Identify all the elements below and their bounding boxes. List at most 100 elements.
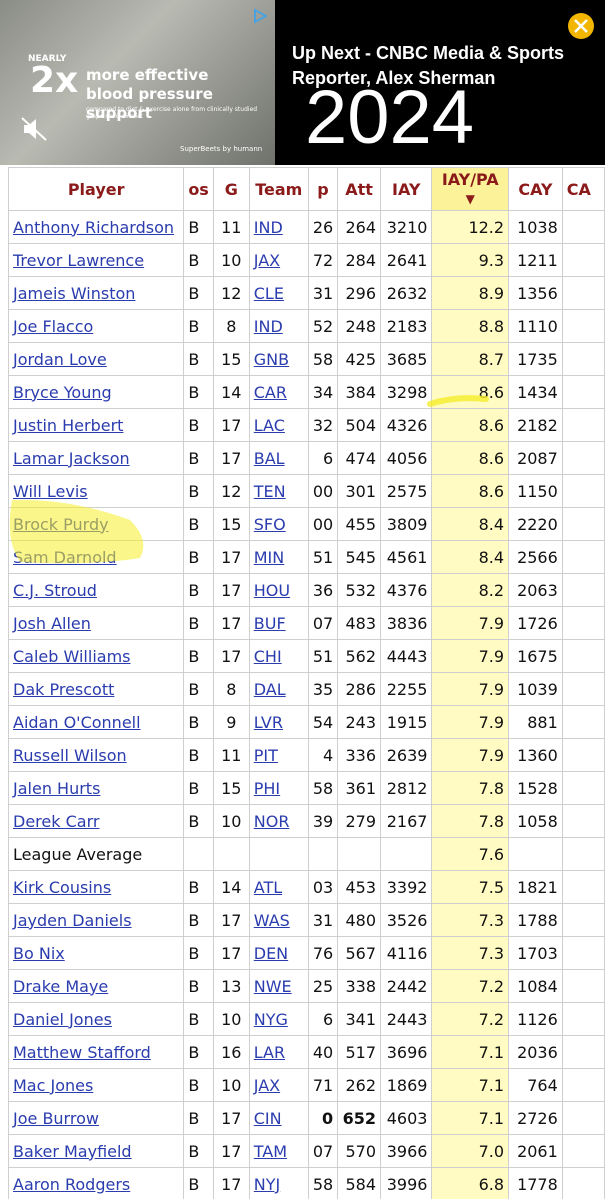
player-link[interactable]: Trevor Lawrence xyxy=(13,250,145,270)
team-link[interactable]: IND xyxy=(253,316,283,336)
player-link[interactable]: Bo Nix xyxy=(13,943,65,963)
player-link[interactable]: Kirk Cousins xyxy=(13,877,112,897)
team-link[interactable]: GNB xyxy=(253,349,290,369)
ad-image[interactable]: NEARLY 2x more effective blood pressure … xyxy=(0,0,275,165)
team-link[interactable]: JAX xyxy=(253,1075,281,1095)
table-cell: 2255 xyxy=(380,672,433,706)
player-link[interactable]: Brock Purdy xyxy=(13,514,109,534)
table-cell: HOU xyxy=(248,573,309,607)
player-link[interactable]: Anthony Richardson xyxy=(13,217,175,237)
column-header[interactable]: IAY xyxy=(380,167,433,211)
column-header[interactable]: IAY/PA ▼ xyxy=(431,167,510,211)
column-header[interactable]: p xyxy=(307,167,339,211)
table-cell: 8.8 xyxy=(431,309,510,343)
player-link[interactable]: Aaron Rodgers xyxy=(13,1174,131,1194)
cell-text: 8.2 xyxy=(478,580,505,600)
team-link[interactable]: NYG xyxy=(253,1009,288,1029)
team-link[interactable]: MIN xyxy=(253,547,285,567)
player-link[interactable]: Mac Jones xyxy=(13,1075,94,1095)
up-next-panel: Up Next - CNBC Media & Sports Reporter, … xyxy=(275,0,605,165)
player-link[interactable]: Jalen Hurts xyxy=(13,778,101,798)
column-header[interactable]: Player xyxy=(7,167,185,211)
table-cell: 76 xyxy=(307,936,339,970)
column-header[interactable]: Team xyxy=(248,167,309,211)
cell-text: 1110 xyxy=(517,316,558,336)
table-cell xyxy=(561,804,605,838)
table-row: Joe Flacco B 8 IND 52 248 2183 8.8 1110 xyxy=(7,309,605,343)
player-link[interactable]: Bryce Young xyxy=(13,382,112,402)
player-link[interactable]: Jayden Daniels xyxy=(13,910,132,930)
team-link[interactable]: NYJ xyxy=(253,1174,281,1194)
team-link[interactable]: BAL xyxy=(253,448,285,468)
player-link[interactable]: Joe Burrow xyxy=(13,1108,99,1128)
table-cell: 35 xyxy=(307,672,339,706)
player-link[interactable]: Will Levis xyxy=(13,481,88,501)
team-link[interactable]: LVR xyxy=(253,712,283,732)
team-link[interactable]: CAR xyxy=(253,382,287,402)
table-cell: 7.9 xyxy=(431,738,510,772)
player-link[interactable]: Derek Carr xyxy=(13,811,100,831)
team-link[interactable]: CIN xyxy=(253,1108,282,1128)
team-link[interactable]: CLE xyxy=(253,283,284,303)
team-link[interactable]: DEN xyxy=(253,943,289,963)
up-next-title: Up Next - CNBC Media & Sports Reporter, … xyxy=(292,43,565,88)
team-link[interactable]: IND xyxy=(253,217,283,237)
team-link[interactable]: ATL xyxy=(253,877,283,897)
cell-text: 455 xyxy=(345,514,377,534)
ad-choices-icon[interactable] xyxy=(252,8,268,24)
table-cell: 31 xyxy=(307,276,339,310)
column-header[interactable]: os xyxy=(183,167,214,211)
player-link[interactable]: Sam Darnold xyxy=(13,547,117,567)
mute-icon[interactable] xyxy=(20,116,50,142)
team-link[interactable]: JAX xyxy=(253,250,281,270)
column-header[interactable]: G xyxy=(212,167,250,211)
team-link[interactable]: BUF xyxy=(253,613,286,633)
player-link[interactable]: Joe Flacco xyxy=(13,316,94,336)
cell-text: 2812 xyxy=(386,778,428,798)
column-header[interactable]: CAY xyxy=(508,167,563,211)
table-cell: Jayden Daniels xyxy=(7,903,185,937)
table-cell: B xyxy=(183,705,214,739)
cell-text: 7.9 xyxy=(478,712,505,732)
team-link[interactable]: HOU xyxy=(253,580,291,600)
player-link[interactable]: Lamar Jackson xyxy=(13,448,130,468)
team-link[interactable]: TAM xyxy=(253,1141,288,1161)
cell-text: 26 xyxy=(312,217,334,237)
header-text: Team xyxy=(255,179,303,199)
team-link[interactable]: SFO xyxy=(253,514,286,534)
cell-text: 11 xyxy=(221,217,242,237)
table-cell: 2726 xyxy=(508,1101,563,1135)
player-link[interactable]: Russell Wilson xyxy=(13,745,127,765)
player-link[interactable]: Justin Herbert xyxy=(13,415,124,435)
table-cell: 1726 xyxy=(508,606,563,640)
team-link[interactable]: PIT xyxy=(253,745,278,765)
team-link[interactable]: NOR xyxy=(253,811,290,831)
player-link[interactable]: Jordan Love xyxy=(13,349,107,369)
team-link[interactable]: LAC xyxy=(253,415,285,435)
sort-arrow[interactable]: ▼ xyxy=(465,191,475,206)
team-link[interactable]: CHI xyxy=(253,646,282,666)
team-link[interactable]: PHI xyxy=(253,778,281,798)
player-link[interactable]: Daniel Jones xyxy=(13,1009,112,1029)
player-link[interactable]: Jameis Winston xyxy=(13,283,136,303)
player-link[interactable]: Matthew Stafford xyxy=(13,1042,151,1062)
player-link[interactable]: Aidan O'Connell xyxy=(13,712,141,732)
player-link[interactable]: Caleb Williams xyxy=(13,646,131,666)
team-link[interactable]: DAL xyxy=(253,679,286,699)
cell-text: 7.9 xyxy=(478,679,505,699)
table-cell: 2167 xyxy=(380,804,433,838)
team-link[interactable]: NWE xyxy=(253,976,292,996)
player-link[interactable]: Dak Prescott xyxy=(13,679,115,699)
player-link[interactable]: C.J. Stroud xyxy=(13,580,97,600)
team-link[interactable]: TEN xyxy=(253,481,286,501)
cell-text: 1434 xyxy=(517,382,558,402)
player-link[interactable]: Josh Allen xyxy=(13,613,91,633)
column-header[interactable]: Att xyxy=(337,167,382,211)
player-link[interactable]: Baker Mayfield xyxy=(13,1141,132,1161)
cell-text: 3298 xyxy=(386,382,428,402)
cell-text: 4326 xyxy=(386,415,428,435)
player-link[interactable]: Drake Maye xyxy=(13,976,109,996)
team-link[interactable]: LAR xyxy=(253,1042,286,1062)
close-button[interactable] xyxy=(567,12,595,40)
team-link[interactable]: WAS xyxy=(253,910,290,930)
